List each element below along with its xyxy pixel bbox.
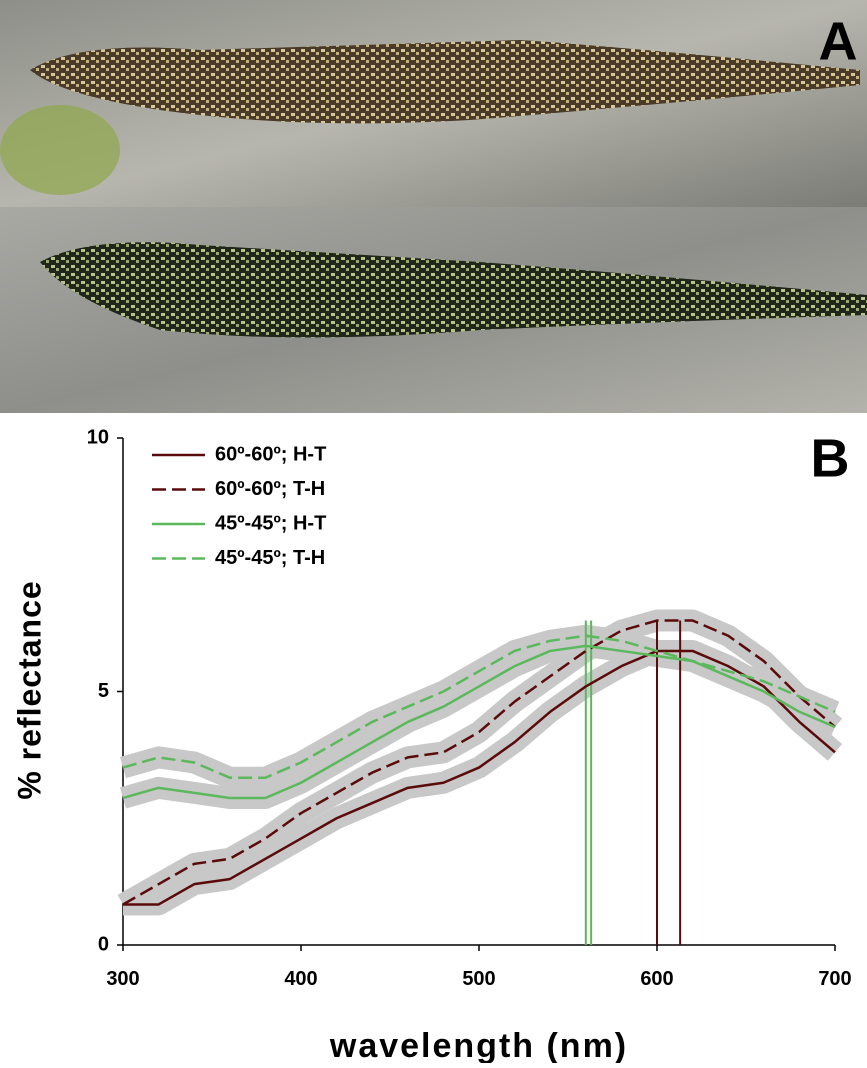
legend-label: 60º-60º; T-H xyxy=(215,478,325,500)
legend-label: 45º-45º; T-H xyxy=(215,547,325,569)
panel-label: A xyxy=(819,11,858,71)
y-tick-label: 10 xyxy=(87,426,109,448)
x-tick-label: 700 xyxy=(818,968,851,990)
x-tick-label: 400 xyxy=(284,968,317,990)
legend-label: 60º-60º; H-T xyxy=(215,443,326,465)
page: {"panel_a": {"label": "A"}, "chart_data"… xyxy=(0,0,867,1063)
y-axis-label: % reflectance xyxy=(11,580,47,799)
legend-label: 45º-45º; H-T xyxy=(215,512,326,534)
x-tick-label: 500 xyxy=(462,968,495,990)
x-tick-label: 600 xyxy=(640,968,673,990)
panel-label: B xyxy=(811,428,850,488)
y-tick-label: 5 xyxy=(98,680,109,702)
x-tick-label: 300 xyxy=(106,968,139,990)
x-axis-label: wavelength (nm) xyxy=(329,1027,628,1063)
photo-panel: A xyxy=(0,0,867,413)
y-tick-label: 0 xyxy=(98,933,109,955)
leaves xyxy=(0,105,120,195)
figure: A 0 5 10 300 400 500 600 700 wavelength (nm) % re… xyxy=(0,0,867,1063)
